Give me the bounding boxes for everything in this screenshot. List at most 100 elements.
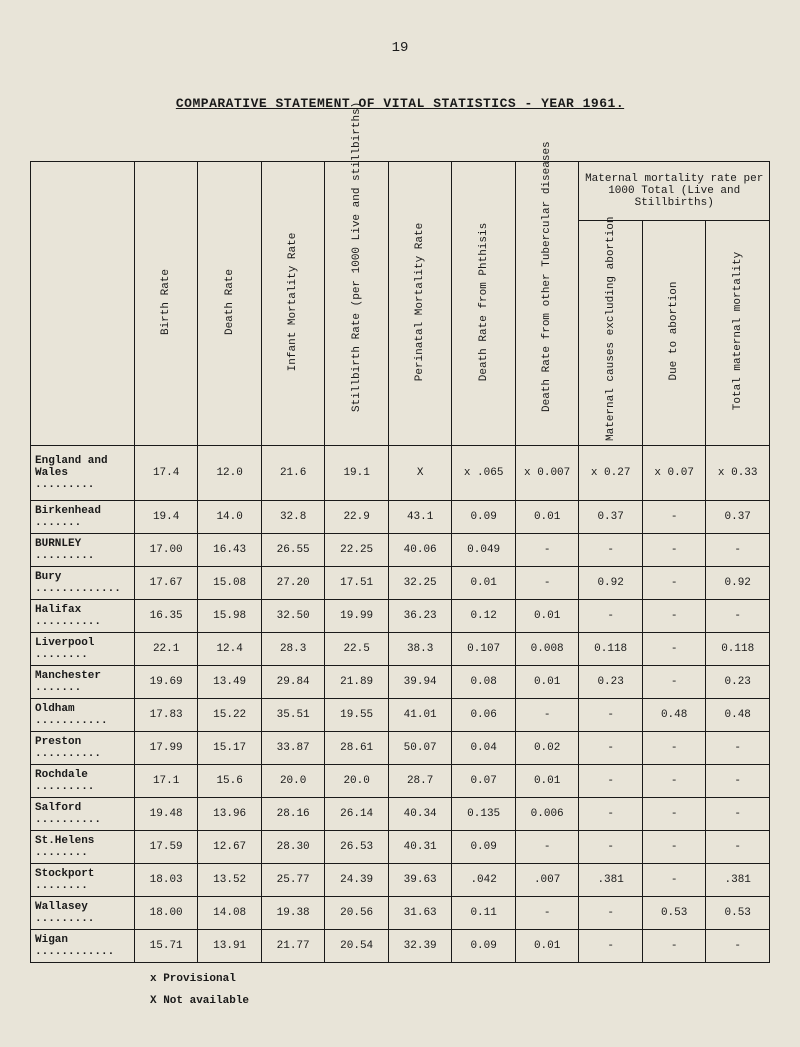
data-cell: - [706, 534, 770, 567]
data-cell: 12.0 [198, 446, 262, 501]
data-cell: - [642, 666, 706, 699]
data-cell: - [642, 930, 706, 963]
data-cell: 28.7 [388, 765, 452, 798]
data-cell: 17.00 [134, 534, 198, 567]
data-cell: x 0.27 [579, 446, 643, 501]
data-cell: 16.35 [134, 600, 198, 633]
data-cell: 0.01 [515, 501, 579, 534]
data-cell: 29.84 [261, 666, 325, 699]
data-cell: 0.135 [452, 798, 516, 831]
table-row: BURNLEY .........17.0016.4326.5522.2540.… [31, 534, 770, 567]
data-cell: - [642, 831, 706, 864]
data-cell: 19.99 [325, 600, 389, 633]
data-cell: X [388, 446, 452, 501]
data-cell: 21.77 [261, 930, 325, 963]
data-cell: 22.5 [325, 633, 389, 666]
page-number: 19 [30, 40, 770, 56]
data-cell: - [642, 765, 706, 798]
data-cell: - [515, 831, 579, 864]
data-cell: 26.53 [325, 831, 389, 864]
data-cell: - [642, 567, 706, 600]
row-label: Halifax .......... [31, 600, 135, 633]
data-cell: 22.1 [134, 633, 198, 666]
data-cell: 0.01 [515, 765, 579, 798]
data-cell: 0.04 [452, 732, 516, 765]
data-cell: - [515, 699, 579, 732]
row-label: Stockport ........ [31, 864, 135, 897]
data-cell: 0.006 [515, 798, 579, 831]
data-cell: - [706, 600, 770, 633]
data-cell: 13.49 [198, 666, 262, 699]
data-cell: 0.01 [452, 567, 516, 600]
data-cell: 0.53 [642, 897, 706, 930]
data-cell: - [642, 534, 706, 567]
data-cell: 14.08 [198, 897, 262, 930]
table-row: Bury .............17.6715.0827.2017.5132… [31, 567, 770, 600]
data-cell: 0.049 [452, 534, 516, 567]
data-cell: 22.25 [325, 534, 389, 567]
col-header: Maternal causes excluding abortion [579, 221, 643, 446]
table-row: Halifax ..........16.3515.9832.5019.9936… [31, 600, 770, 633]
data-cell: 25.77 [261, 864, 325, 897]
data-cell: 13.91 [198, 930, 262, 963]
data-cell: 0.118 [706, 633, 770, 666]
col-header: Death Rate from other Tubercular disease… [515, 162, 579, 446]
data-cell: 19.38 [261, 897, 325, 930]
row-label: Manchester ....... [31, 666, 135, 699]
data-cell: 26.14 [325, 798, 389, 831]
data-cell: 39.94 [388, 666, 452, 699]
data-cell: x .065 [452, 446, 516, 501]
data-cell: 15.22 [198, 699, 262, 732]
data-cell: 33.87 [261, 732, 325, 765]
data-cell: - [642, 501, 706, 534]
data-cell: 0.01 [515, 666, 579, 699]
table-row: England and Wales .........17.412.021.61… [31, 446, 770, 501]
col-header: Birth Rate [134, 162, 198, 446]
data-cell: 21.6 [261, 446, 325, 501]
data-cell: .381 [706, 864, 770, 897]
data-cell: - [579, 831, 643, 864]
footnote: X Not available [30, 995, 770, 1007]
data-cell: 17.99 [134, 732, 198, 765]
data-cell: 22.9 [325, 501, 389, 534]
data-cell: 0.07 [452, 765, 516, 798]
footnote: x Provisional [30, 973, 770, 985]
data-cell: - [706, 765, 770, 798]
data-cell: 19.48 [134, 798, 198, 831]
data-cell: 17.51 [325, 567, 389, 600]
data-cell: 39.63 [388, 864, 452, 897]
data-cell: 20.0 [325, 765, 389, 798]
table-row: Rochdale .........17.115.620.020.028.70.… [31, 765, 770, 798]
data-cell: 13.52 [198, 864, 262, 897]
data-cell: 20.56 [325, 897, 389, 930]
data-cell: 32.25 [388, 567, 452, 600]
data-cell: 0.008 [515, 633, 579, 666]
col-header: Perinatal Mortality Rate [388, 162, 452, 446]
data-cell: - [515, 567, 579, 600]
data-cell: - [642, 798, 706, 831]
data-cell: x 0.007 [515, 446, 579, 501]
row-label: Birkenhead ....... [31, 501, 135, 534]
data-cell: 36.23 [388, 600, 452, 633]
data-cell: 38.3 [388, 633, 452, 666]
data-cell: 13.96 [198, 798, 262, 831]
data-cell: - [642, 633, 706, 666]
data-cell: 27.20 [261, 567, 325, 600]
data-cell: 0.09 [452, 501, 516, 534]
data-cell: - [579, 699, 643, 732]
data-cell: 0.107 [452, 633, 516, 666]
data-cell: .381 [579, 864, 643, 897]
data-cell: 50.07 [388, 732, 452, 765]
data-cell: 28.30 [261, 831, 325, 864]
data-cell: - [579, 600, 643, 633]
data-cell: 28.3 [261, 633, 325, 666]
data-cell: x 0.07 [642, 446, 706, 501]
row-label: Wigan ............ [31, 930, 135, 963]
data-cell: 28.61 [325, 732, 389, 765]
row-label: Salford .......... [31, 798, 135, 831]
data-cell: 0.92 [579, 567, 643, 600]
data-cell: 41.01 [388, 699, 452, 732]
data-cell: 12.67 [198, 831, 262, 864]
data-cell: 0.09 [452, 831, 516, 864]
row-label: Oldham ........... [31, 699, 135, 732]
